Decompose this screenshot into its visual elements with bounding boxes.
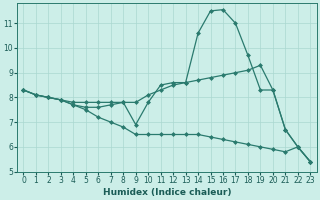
X-axis label: Humidex (Indice chaleur): Humidex (Indice chaleur) (103, 188, 231, 197)
